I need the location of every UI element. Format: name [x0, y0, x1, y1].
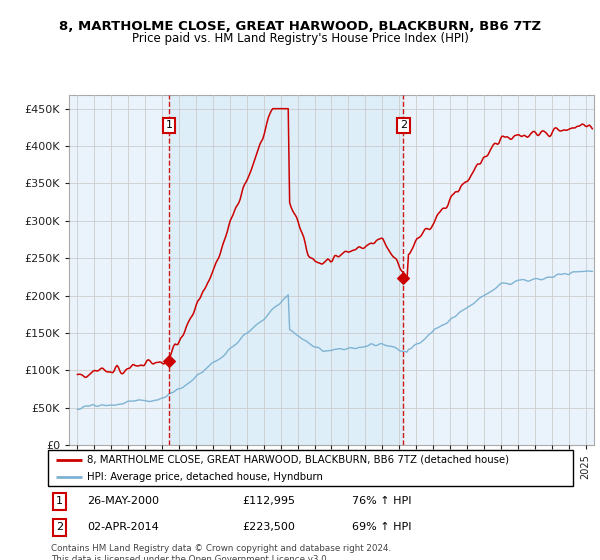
Text: Contains HM Land Registry data © Crown copyright and database right 2024.
This d: Contains HM Land Registry data © Crown c… — [51, 544, 391, 560]
Text: 8, MARTHOLME CLOSE, GREAT HARWOOD, BLACKBURN, BB6 7TZ (detached house): 8, MARTHOLME CLOSE, GREAT HARWOOD, BLACK… — [88, 455, 509, 465]
Text: 76% ↑ HPI: 76% ↑ HPI — [353, 496, 412, 506]
Text: 69% ↑ HPI: 69% ↑ HPI — [353, 522, 412, 533]
Text: 02-APR-2014: 02-APR-2014 — [88, 522, 159, 533]
Text: £223,500: £223,500 — [242, 522, 295, 533]
Text: Price paid vs. HM Land Registry's House Price Index (HPI): Price paid vs. HM Land Registry's House … — [131, 32, 469, 45]
Text: £112,995: £112,995 — [242, 496, 295, 506]
Text: 26-MAY-2000: 26-MAY-2000 — [88, 496, 160, 506]
Text: 2: 2 — [400, 120, 407, 130]
Text: HPI: Average price, detached house, Hyndburn: HPI: Average price, detached house, Hynd… — [88, 472, 323, 482]
Text: 8, MARTHOLME CLOSE, GREAT HARWOOD, BLACKBURN, BB6 7TZ: 8, MARTHOLME CLOSE, GREAT HARWOOD, BLACK… — [59, 20, 541, 32]
Point — [398, 274, 408, 283]
Text: 1: 1 — [166, 120, 172, 130]
Point — [164, 356, 174, 365]
Bar — [169, 95, 403, 445]
Text: 1: 1 — [56, 496, 63, 506]
Text: 2: 2 — [56, 522, 63, 533]
